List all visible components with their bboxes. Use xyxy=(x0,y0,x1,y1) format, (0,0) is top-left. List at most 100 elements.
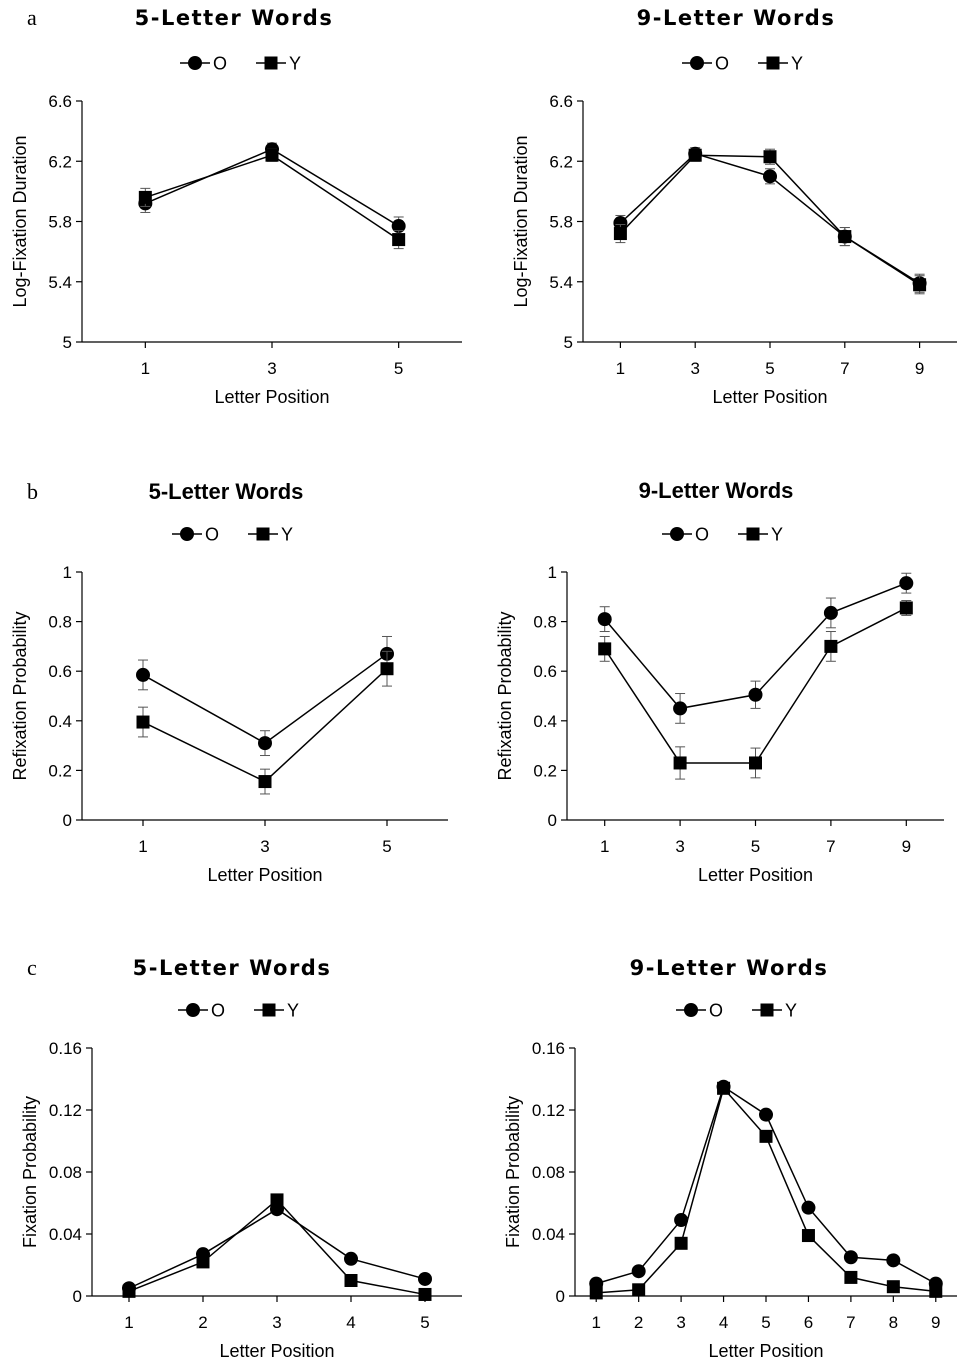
data-point-Y xyxy=(673,756,687,770)
data-point-O xyxy=(597,612,612,627)
x-tick-label: 1 xyxy=(124,1313,133,1332)
x-tick-label: 1 xyxy=(616,359,625,378)
y-axis-label: Refixation Probability xyxy=(10,611,30,780)
x-tick-label: 5 xyxy=(394,359,403,378)
y-tick-label: 5 xyxy=(564,333,573,352)
y-tick-label: 0.12 xyxy=(49,1101,82,1120)
data-point-Y xyxy=(838,230,852,244)
legend-label-O: O xyxy=(695,525,709,545)
series-Y xyxy=(613,148,927,295)
y-tick-label: 0.16 xyxy=(49,1039,82,1058)
data-point-O xyxy=(748,687,763,702)
y-tick-label: 0 xyxy=(548,811,557,830)
x-tick-label: 1 xyxy=(141,359,150,378)
series-O xyxy=(613,146,927,293)
y-tick-label: 0 xyxy=(556,1287,565,1306)
series-Y xyxy=(122,1193,432,1301)
panel-label-c: c xyxy=(27,955,37,980)
panel-label-a: a xyxy=(27,5,37,30)
y-tick-label: 0.6 xyxy=(48,662,72,681)
panel-label-b: b xyxy=(27,479,38,504)
x-tick-label: 3 xyxy=(267,359,276,378)
y-tick-label: 0.4 xyxy=(533,712,557,731)
chart-title: 5-Letter Words xyxy=(135,6,334,30)
x-tick-label: 9 xyxy=(902,837,911,856)
data-point-Y xyxy=(763,150,777,164)
data-point-O xyxy=(344,1251,358,1266)
legend-label-O: O xyxy=(213,54,227,74)
y-tick-label: 0.08 xyxy=(49,1163,82,1182)
x-tick-label: 1 xyxy=(591,1313,600,1332)
data-point-O xyxy=(886,1253,901,1268)
y-tick-label: 0.12 xyxy=(532,1101,565,1120)
data-point-Y xyxy=(265,148,279,162)
data-point-Y xyxy=(589,1286,603,1300)
y-tick-label: 0.2 xyxy=(533,761,557,780)
x-tick-label: 9 xyxy=(931,1313,940,1332)
y-tick-label: 6.6 xyxy=(549,92,573,111)
series-O xyxy=(589,1079,943,1291)
y-tick-label: 0.4 xyxy=(48,712,72,731)
x-tick-label: 7 xyxy=(840,359,849,378)
series-line-O xyxy=(128,1208,426,1289)
data-point-O xyxy=(823,605,838,620)
x-tick-label: 3 xyxy=(690,359,699,378)
y-axis-label: Refixation Probability xyxy=(495,611,515,780)
x-tick-label: 9 xyxy=(915,359,924,378)
x-axis-label: Letter Position xyxy=(708,1341,823,1361)
data-point-Y xyxy=(913,278,927,292)
data-point-Y xyxy=(136,715,150,729)
y-tick-label: 0.8 xyxy=(533,613,557,632)
legend-label-Y: Y xyxy=(785,1001,797,1021)
legend-label-O: O xyxy=(709,1001,723,1021)
chart-title: 9-Letter Words xyxy=(637,6,836,30)
data-point-O xyxy=(391,219,406,234)
x-tick-label: 1 xyxy=(600,837,609,856)
data-point-Y xyxy=(674,1236,688,1250)
legend-marker-O xyxy=(186,1003,200,1017)
legend-label-Y: Y xyxy=(281,525,293,545)
legend-marker-O xyxy=(690,56,704,70)
chart-title: 5-Letter Words xyxy=(149,479,304,504)
legend-label-O: O xyxy=(715,54,729,74)
legend-marker-O xyxy=(670,527,684,541)
series-Y xyxy=(138,148,406,250)
y-tick-label: 0.04 xyxy=(532,1225,565,1244)
x-tick-label: 8 xyxy=(889,1313,898,1332)
legend-label-Y: Y xyxy=(289,54,301,74)
chart-title: 9-Letter Words xyxy=(639,478,794,503)
y-tick-label: 0 xyxy=(63,811,72,830)
y-axis-label: Fixation Probability xyxy=(20,1096,40,1248)
y-tick-label: 1 xyxy=(63,563,72,582)
x-tick-label: 7 xyxy=(846,1313,855,1332)
chart-title: 9-Letter Words xyxy=(630,956,829,980)
series-Y xyxy=(589,1081,943,1300)
x-axis-label: Letter Position xyxy=(207,865,322,885)
data-point-Y xyxy=(380,662,394,676)
y-tick-label: 0.8 xyxy=(48,613,72,632)
data-point-O xyxy=(843,1250,858,1265)
y-tick-label: 5.4 xyxy=(549,273,573,292)
data-point-Y xyxy=(886,1280,900,1294)
data-point-O xyxy=(763,169,777,184)
data-point-O xyxy=(759,1107,773,1122)
x-axis-label: Letter Position xyxy=(712,387,827,407)
y-axis-label: Fixation Probability xyxy=(503,1096,523,1248)
x-axis-label: Letter Position xyxy=(214,387,329,407)
legend-marker-Y xyxy=(262,1003,276,1017)
data-point-Y xyxy=(196,1255,210,1269)
data-point-Y xyxy=(929,1284,943,1298)
data-point-O xyxy=(418,1271,432,1286)
y-tick-label: 0.04 xyxy=(49,1225,82,1244)
series-Y xyxy=(598,600,913,780)
x-axis-label: Letter Position xyxy=(698,865,813,885)
data-point-Y xyxy=(899,601,913,615)
y-tick-label: 5.8 xyxy=(48,213,72,232)
y-tick-label: 0.2 xyxy=(48,761,72,780)
